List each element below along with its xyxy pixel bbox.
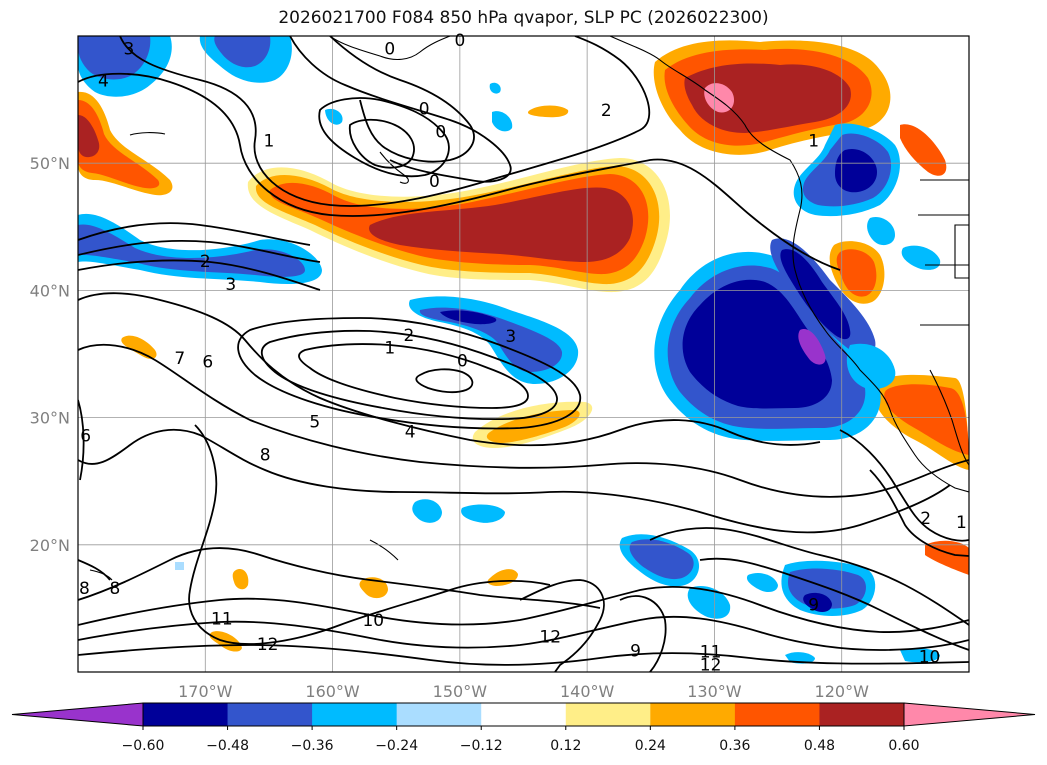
lat-tick-label: 50°N (30, 154, 70, 173)
longitude-ticks: 170°W 160°W 150°W 140°W 130°W 120°W (178, 682, 869, 701)
contour-label: 0 (419, 100, 430, 120)
contour-label: 9 (630, 641, 641, 661)
contour-label: 9 (808, 596, 819, 616)
qvapor-filled-contours (78, 36, 969, 664)
contour-label: 11 (700, 643, 722, 663)
contour-label: 0 (457, 351, 468, 371)
lon-tick-label: 120°W (815, 682, 870, 701)
lat-tick-label: 30°N (30, 409, 70, 428)
contour-label: 6 (80, 426, 91, 446)
map-title: 2026021700 F084 850 hPa qvapor, SLP PC (… (278, 8, 769, 28)
colorbar-segment (734, 703, 820, 726)
colorbar-tick-label: 0.12 (550, 738, 581, 754)
colorbar-segment (227, 703, 313, 726)
contour-label: 12 (539, 627, 561, 647)
contour-label: 11 (211, 610, 233, 630)
contour-label: 0 (384, 40, 395, 60)
contour-label: 2 (601, 101, 612, 121)
colorbar-extend-high (903, 702, 1036, 727)
colorbar-extend-low (11, 702, 144, 727)
colorbar-segment (819, 703, 905, 726)
contour-label: 3 (225, 275, 236, 295)
colorbar-segment (396, 703, 482, 726)
contour-label: 4 (405, 423, 416, 443)
contour-label: 10 (919, 648, 941, 668)
contour-label: 2 (404, 326, 415, 346)
contour-label: 2 (200, 252, 211, 272)
contour-label: 8 (79, 579, 90, 599)
contour-label: 5 (309, 412, 320, 432)
latitude-ticks: 50°N 40°N 30°N 20°N (30, 154, 70, 555)
contour-label: 12 (700, 655, 722, 675)
colorbar-segment (481, 703, 567, 726)
colorbar-tick-label: −0.24 (375, 738, 418, 754)
colorbar-tick-label: 0.36 (719, 738, 750, 754)
colorbar-segment (650, 703, 736, 726)
contour-label: 4 (98, 72, 109, 92)
contour-label: 8 (260, 445, 271, 465)
colorbar-tick-label: −0.36 (291, 738, 334, 754)
colorbar-tick-label: −0.48 (206, 738, 249, 754)
slp-contours (78, 36, 969, 672)
contour-label: 3 (124, 40, 135, 60)
contour-label: 10 (362, 611, 384, 631)
colorbar-tick-label: 0.24 (635, 738, 666, 754)
colorbar: −0.60 −0.48 −0.36 −0.24 −0.12 0.12 0.24 0.36 0.4… (11, 702, 1036, 754)
contour-label: 1 (956, 513, 967, 533)
contour-label: 3 (505, 327, 516, 347)
lon-tick-label: 140°W (560, 682, 615, 701)
lon-tick-label: 170°W (178, 682, 233, 701)
colorbar-tick-label: 0.60 (888, 738, 919, 754)
lat-tick-label: 20°N (30, 536, 70, 555)
contour-label: 0 (454, 31, 465, 51)
colorbar-tick-label: 0.48 (804, 738, 835, 754)
lon-tick-label: 150°W (433, 682, 488, 701)
contour-label: 1 (264, 131, 275, 151)
lon-tick-label: 130°W (687, 682, 742, 701)
lon-tick-label: 160°W (305, 682, 360, 701)
contour-label: 1 (384, 339, 395, 359)
contour-label: 0 (429, 172, 440, 192)
contour-label: 6 (202, 353, 213, 373)
colorbar-frame (142, 702, 905, 727)
colorbar-segment (565, 703, 651, 726)
colorbar-segment (143, 703, 229, 726)
colorbar-tick-label: −0.12 (460, 738, 503, 754)
contour-label: 2 (920, 509, 931, 529)
colorbar-segment (312, 703, 398, 726)
contour-label: 7 (174, 349, 185, 369)
colorbar-tick-label: −0.60 (122, 738, 165, 754)
contour-label: 0 (435, 122, 446, 142)
contour-label: 1 (808, 131, 819, 151)
contour-label: 12 (257, 635, 279, 655)
map-frame (77, 35, 970, 673)
lat-tick-label: 40°N (30, 281, 70, 300)
contour-label: 8 (109, 579, 120, 599)
